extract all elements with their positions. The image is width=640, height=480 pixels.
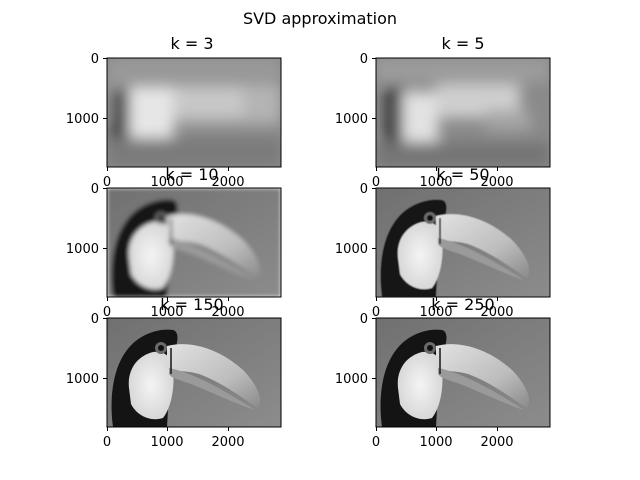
x-tick-label: 2000 bbox=[211, 435, 244, 450]
panel-k250: k = 250 0 1000 0 1000 2000 bbox=[335, 295, 551, 450]
y-axis: 0 1000 bbox=[335, 312, 376, 387]
panel-k150: k = 150 0 1000 0 1000 2000 bbox=[66, 295, 282, 450]
y-axis: 0 1000 bbox=[335, 52, 376, 127]
approx-image bbox=[375, 317, 551, 428]
x-tick-label: 1000 bbox=[419, 175, 452, 190]
x-tick-label: 0 bbox=[103, 435, 111, 450]
x-axis: 0 1000 2000 bbox=[372, 167, 514, 190]
x-tick-label: 2000 bbox=[211, 305, 244, 320]
y-tick-label: 0 bbox=[91, 52, 99, 67]
y-tick-label: 1000 bbox=[66, 372, 99, 387]
y-tick-label: 1000 bbox=[66, 112, 99, 127]
panel-k50: k = 50 0 1000 0 1000 2000 bbox=[335, 165, 551, 320]
x-tick-label: 2000 bbox=[480, 435, 513, 450]
y-tick-label: 0 bbox=[360, 312, 368, 327]
x-tick-label: 2000 bbox=[211, 175, 244, 190]
panel-title: k = 10 bbox=[165, 165, 218, 184]
approx-image bbox=[106, 187, 282, 298]
x-tick-label: 2000 bbox=[480, 305, 513, 320]
x-tick-label: 0 bbox=[372, 175, 380, 190]
y-tick-label: 0 bbox=[360, 52, 368, 67]
axes-frame bbox=[106, 57, 282, 168]
panel-title: k = 150 bbox=[160, 295, 223, 314]
y-axis: 0 1000 bbox=[335, 182, 376, 257]
x-tick-label: 1000 bbox=[150, 175, 183, 190]
y-tick-label: 0 bbox=[360, 182, 368, 197]
x-axis: 0 1000 2000 bbox=[372, 297, 514, 320]
y-tick-label: 1000 bbox=[335, 242, 368, 257]
x-tick-label: 0 bbox=[372, 435, 380, 450]
x-tick-label: 1000 bbox=[150, 435, 183, 450]
x-tick-label: 2000 bbox=[480, 175, 513, 190]
x-axis: 0 1000 2000 bbox=[372, 427, 514, 450]
approx-image bbox=[375, 57, 551, 168]
panel-k10: k = 10 0 1000 0 1000 2000 bbox=[66, 165, 282, 320]
y-axis: 0 1000 bbox=[66, 52, 107, 127]
panel-k3: k = 3 0 bbox=[66, 34, 282, 190]
x-tick-label: 0 bbox=[103, 175, 111, 190]
axes-frame bbox=[106, 317, 282, 428]
panel-title: k = 50 bbox=[436, 165, 489, 184]
x-tick-label: 1000 bbox=[419, 305, 452, 320]
approx-image bbox=[106, 317, 282, 428]
axes-frame bbox=[375, 187, 551, 298]
y-axis: 0 1000 bbox=[66, 312, 107, 387]
x-axis: 0 1000 2000 bbox=[103, 427, 245, 450]
y-tick-label: 0 bbox=[91, 312, 99, 327]
y-tick-label: 1000 bbox=[66, 242, 99, 257]
panel-title: k = 3 bbox=[170, 34, 213, 53]
x-tick-label: 1000 bbox=[150, 305, 183, 320]
axes-frame bbox=[106, 187, 282, 298]
x-axis: 0 1000 2000 bbox=[103, 167, 245, 190]
axes-frame bbox=[375, 57, 551, 168]
y-axis: 0 1000 bbox=[66, 182, 107, 257]
y-tick-label: 1000 bbox=[335, 372, 368, 387]
x-tick-label: 0 bbox=[372, 305, 380, 320]
x-axis: 0 1000 2000 bbox=[103, 297, 245, 320]
axes-frame bbox=[375, 317, 551, 428]
y-tick-label: 1000 bbox=[335, 112, 368, 127]
approx-image bbox=[375, 187, 551, 298]
approx-image bbox=[106, 57, 282, 168]
panel-title: k = 5 bbox=[441, 34, 484, 53]
figure-suptitle: SVD approximation bbox=[243, 9, 397, 28]
panel-k5: k = 5 0 bbox=[335, 34, 551, 190]
y-tick-label: 0 bbox=[91, 182, 99, 197]
panel-title: k = 250 bbox=[431, 295, 494, 314]
x-tick-label: 0 bbox=[103, 305, 111, 320]
x-tick-label: 1000 bbox=[419, 435, 452, 450]
